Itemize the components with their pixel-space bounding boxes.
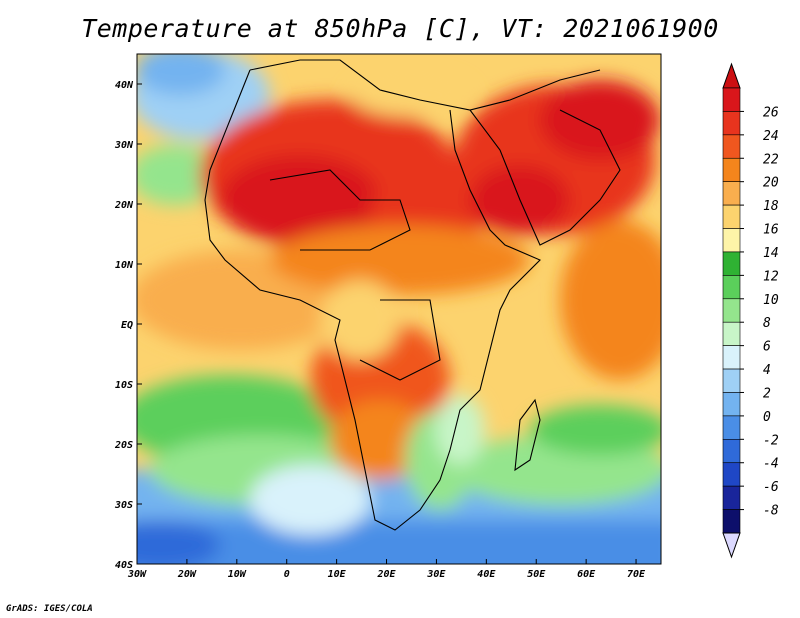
colorbar-label: 12 xyxy=(763,269,779,284)
colorbar-swatch xyxy=(722,415,741,440)
colorbar-swatch xyxy=(722,368,741,393)
colorbar-label: 26 xyxy=(763,105,779,120)
colorbar-label: 14 xyxy=(763,246,779,261)
lat-label: 10N xyxy=(115,260,134,271)
colorbar-label: -8 xyxy=(763,504,779,519)
colorbar-label: 16 xyxy=(763,223,779,238)
colorbar-swatch xyxy=(722,157,741,182)
lon-label: 0 xyxy=(284,569,290,580)
lat-label: 10S xyxy=(115,380,133,391)
colorbar-label: 18 xyxy=(763,199,779,214)
colorbar-swatch xyxy=(722,485,741,510)
colorbar-label: 10 xyxy=(763,293,779,308)
lat-label: 20S xyxy=(114,440,133,451)
colorbar-swatch xyxy=(722,345,741,370)
colorbar-label: -6 xyxy=(763,480,779,495)
colorbar-label: 4 xyxy=(763,363,771,378)
temperature-field xyxy=(137,54,661,564)
lat-label: 20N xyxy=(114,200,134,211)
colorbar-swatch xyxy=(722,509,741,534)
lon-label: 10E xyxy=(328,569,347,580)
longitude-axis: 30W 20W 10W 0 10E 20E 30E 40E 50E 60E 70E xyxy=(127,559,646,580)
colorbar-label: 2 xyxy=(763,386,771,401)
colorbar-swatch xyxy=(722,251,741,276)
colorbar-label: 20 xyxy=(763,176,779,191)
colorbar-swatch xyxy=(722,321,741,346)
colorbar-swatch xyxy=(722,275,741,300)
colorbar-bottom-arrow xyxy=(722,532,741,559)
colorbar-swatch xyxy=(722,392,741,417)
lon-label: 20E xyxy=(376,569,396,580)
colorbar-swatch xyxy=(722,111,741,136)
grads-credit: GrADS: IGES/COLA xyxy=(6,604,93,614)
colorbar-swatch xyxy=(722,228,741,253)
lon-label: 60E xyxy=(577,569,596,580)
colorbar-swatch xyxy=(722,204,741,229)
colorbar-label: 0 xyxy=(763,410,771,425)
colorbar-label: 24 xyxy=(763,129,779,144)
lon-label: 10W xyxy=(228,569,247,580)
lon-label: 70E xyxy=(627,569,646,580)
colorbar-swatch xyxy=(722,298,741,323)
latitude-axis: 40N 30N 20N 10N EQ 10S 20S 30S 40S xyxy=(114,80,142,571)
colorbar-top-arrow xyxy=(722,62,741,89)
lon-label: 50E xyxy=(527,569,546,580)
coastlines xyxy=(204,59,621,531)
colorbar-swatch xyxy=(722,87,741,112)
lat-label: EQ xyxy=(121,320,133,331)
lon-label: 40E xyxy=(477,569,496,580)
colorbar-swatch xyxy=(722,439,741,464)
colorbar-label: 6 xyxy=(763,340,771,355)
colorbar-label: 8 xyxy=(763,316,771,331)
colorbar-label: -2 xyxy=(763,433,779,448)
lat-label: 40S xyxy=(115,560,133,571)
colorbar-label: 22 xyxy=(763,152,779,167)
lon-label: 20W xyxy=(177,569,197,580)
lat-label: 30N xyxy=(114,140,134,151)
lat-label: 30S xyxy=(114,500,133,511)
colorbar-swatch xyxy=(722,181,741,206)
map-title: Temperature at 850hPa [C], VT: 202106190… xyxy=(81,14,719,43)
lon-label: 30W xyxy=(127,569,147,580)
lon-label: 30E xyxy=(426,569,446,580)
colorbar-label: -4 xyxy=(763,457,779,472)
colorbar-swatch xyxy=(722,134,741,159)
colorbar-swatch xyxy=(722,462,741,487)
lat-label: 40N xyxy=(115,80,134,91)
